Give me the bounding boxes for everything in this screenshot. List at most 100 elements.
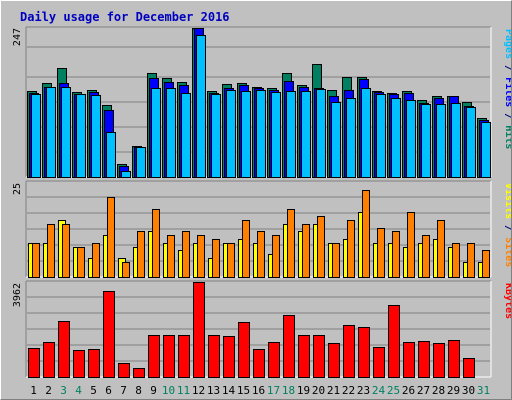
bar-kbytes-kbytes-13 [208,335,220,378]
x-tick-label-14: 14 [222,384,236,397]
bar-visits-sites-21 [332,243,340,278]
bar-kbytes-kbytes-11 [178,335,190,378]
x-tick-label-6: 6 [105,384,112,397]
bar-hits-pages-8 [136,147,146,178]
legend-kbytes: KBytes [503,283,511,319]
bar-kbytes-kbytes-19 [298,335,310,378]
axis-max-label-hits: 247 [12,28,23,46]
x-tick-label-9: 9 [150,384,157,397]
x-tick-label-30: 30 [462,384,475,397]
x-tick-label-8: 8 [135,384,142,397]
bar-visits-sites-2 [47,224,55,278]
x-tick-label-21: 21 [327,384,340,397]
bar-kbytes-kbytes-5 [88,349,100,378]
bar-hits-pages-1 [31,94,41,178]
x-tick-label-1: 1 [30,384,37,397]
bar-hits-pages-25 [391,98,401,178]
axis-max-label-kbytes: 3962 [12,283,23,307]
legend-part-kbytes-0: KBytes [503,283,511,319]
x-tick-label-16: 16 [252,384,265,397]
bar-hits-pages-31 [481,122,491,178]
legend-part-hits-3: / [503,107,511,125]
bar-kbytes-kbytes-15 [238,322,250,378]
bar-kbytes-kbytes-3 [58,321,70,378]
bar-visits-sites-10 [167,235,175,278]
bar-visits-sites-24 [377,228,385,278]
legend-part-hits-2: Files [503,77,511,107]
bar-hits-pages-30 [466,107,476,178]
bar-kbytes-kbytes-26 [403,342,415,378]
x-tick-label-31: 31 [477,384,490,397]
bar-hits-pages-19 [301,91,311,178]
bar-visits-sites-8 [137,231,145,278]
x-tick-label-12: 12 [192,384,205,397]
bar-hits-pages-24 [376,94,386,178]
x-tick-label-19: 19 [297,384,310,397]
bar-visits-sites-3 [62,224,70,278]
bar-visits-sites-16 [257,231,265,278]
bar-visits-sites-27 [422,235,430,278]
bar-kbytes-kbytes-8 [133,368,145,378]
x-tick-label-3: 3 [60,384,67,397]
x-tick-label-28: 28 [432,384,445,397]
bar-hits-pages-29 [451,103,461,178]
bar-visits-sites-14 [227,243,235,278]
bar-visits-sites-19 [302,224,310,278]
bar-kbytes-kbytes-9 [148,335,160,378]
bar-visits-sites-23 [362,190,370,278]
bar-kbytes-kbytes-17 [268,342,280,378]
bar-hits-pages-11 [181,93,191,178]
bar-kbytes-kbytes-30 [463,358,475,378]
bar-kbytes-kbytes-24 [373,347,385,378]
bar-kbytes-kbytes-18 [283,315,295,378]
bar-hits-pages-27 [421,104,431,178]
legend-part-hits-4: Hits [503,125,511,149]
bar-hits-pages-9 [151,88,161,178]
x-tick-label-15: 15 [237,384,250,397]
bar-visits-sites-28 [437,220,445,278]
x-tick-label-2: 2 [45,384,52,397]
bar-hits-pages-23 [361,88,371,178]
bar-kbytes-kbytes-7 [118,363,130,378]
bar-hits-pages-28 [436,104,446,178]
bar-visits-sites-13 [212,239,220,278]
chart-title: Daily usage for December 2016 [20,10,230,24]
bar-hits-pages-22 [346,98,356,178]
bar-visits-sites-18 [287,209,295,278]
legend-visits: Visits / Sites [503,183,511,267]
legend-part-hits-0: Pages [503,29,511,59]
bar-visits-sites-7 [122,262,130,278]
x-tick-label-4: 4 [75,384,82,397]
bar-kbytes-kbytes-2 [43,342,55,378]
legend-part-visits-1: / [503,219,511,237]
bar-visits-sites-5 [92,243,100,278]
x-tick-label-18: 18 [282,384,295,397]
x-tick-label-7: 7 [120,384,127,397]
bar-hits-pages-7 [121,171,131,178]
bar-hits-pages-18 [286,91,296,178]
bar-kbytes-kbytes-20 [313,335,325,378]
bar-visits-sites-31 [482,250,490,278]
legend-part-hits-1: / [503,59,511,77]
bar-hits-pages-2 [46,87,56,178]
x-tick-label-23: 23 [357,384,370,397]
x-tick-label-13: 13 [207,384,220,397]
bar-hits-pages-4 [76,94,86,178]
bar-hits-pages-26 [406,100,416,178]
x-tick-label-20: 20 [312,384,325,397]
bar-hits-pages-16 [256,90,266,178]
x-tick-label-29: 29 [447,384,460,397]
bar-hits-pages-14 [226,90,236,178]
bar-hits-pages-21 [331,102,341,178]
bar-hits-pages-20 [316,89,326,178]
bar-visits-sites-1 [32,243,40,278]
bar-kbytes-kbytes-27 [418,341,430,378]
bar-hits-pages-17 [271,92,281,178]
x-tick-label-27: 27 [417,384,430,397]
bar-visits-sites-6 [107,197,115,278]
bar-visits-sites-22 [347,220,355,278]
legend-part-visits-0: Visits [503,183,511,219]
bar-kbytes-kbytes-1 [28,348,40,378]
bar-hits-pages-6 [106,132,116,178]
